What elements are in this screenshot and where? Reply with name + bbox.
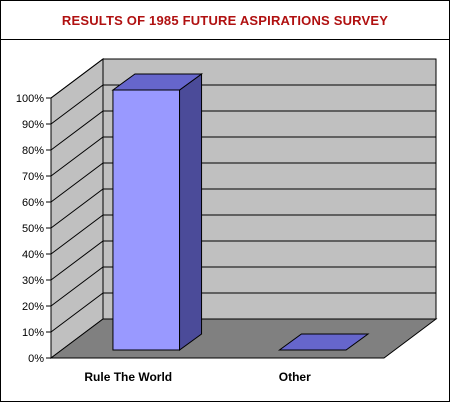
gridline: [50, 162, 436, 203]
gridline: [50, 136, 436, 177]
bar-top: [277, 333, 370, 351]
y-tick-label: 40%: [22, 249, 44, 261]
gridline: [50, 188, 436, 229]
y-tick-label: 70%: [22, 171, 44, 183]
gridline: [50, 214, 436, 255]
y-tick-label: 0%: [28, 353, 44, 365]
chart-floor: [49, 318, 438, 359]
y-tick-label: 80%: [22, 145, 44, 157]
y-tick-label: 30%: [22, 275, 44, 287]
bar-top: [111, 73, 204, 91]
chart-title: RESULTS OF 1985 FUTURE ASPIRATIONS SURVE…: [61, 12, 389, 28]
bar-side: [179, 73, 203, 351]
gridline: [50, 58, 436, 99]
y-tick-label: 10%: [22, 327, 44, 339]
y-tick-label: 50%: [22, 223, 44, 235]
gridlines: [50, 58, 436, 333]
x-category-label: Rule The World: [84, 370, 172, 384]
chart-walls: [50, 58, 437, 359]
floor: [49, 318, 438, 359]
gridline: [50, 84, 436, 125]
gridline: [50, 266, 436, 307]
bar-front: [112, 89, 181, 351]
x-axis-categories: Rule The World Other: [84, 370, 311, 384]
y-axis-ticks: 0% 10% 20% 30% 40% 50% 60% 70% 80% 90% 100%: [16, 93, 51, 365]
y-tick-label: 90%: [22, 119, 44, 131]
gridline: [50, 292, 436, 333]
chart-title-bar: RESULTS OF 1985 FUTURE ASPIRATIONS SURVE…: [1, 1, 449, 40]
bars: [111, 73, 370, 351]
y-tick-label: 100%: [16, 93, 44, 105]
y-tick-label: 60%: [22, 197, 44, 209]
bar-chart: 0% 10% 20% 30% 40% 50% 60% 70% 80% 90% 100% Rule T…: [16, 58, 438, 384]
y-tick-label: 20%: [22, 301, 44, 313]
gridline: [50, 110, 436, 151]
gridline: [50, 240, 436, 281]
x-category-label: Other: [279, 370, 311, 384]
